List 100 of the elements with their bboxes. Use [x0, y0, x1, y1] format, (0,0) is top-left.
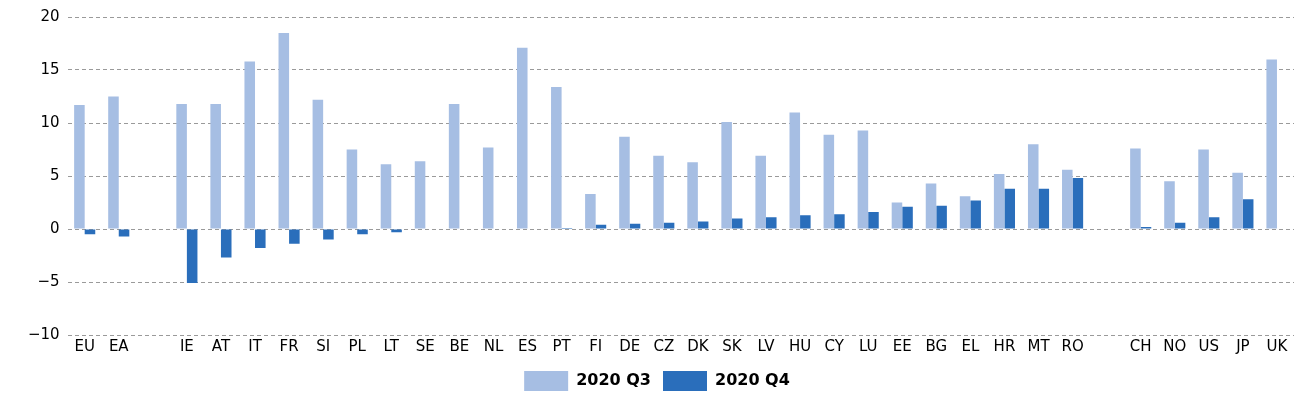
y-tick-label: 10	[40, 112, 60, 131]
x-tick-label: UK	[1266, 336, 1289, 355]
x-tick-label: BG	[925, 336, 948, 355]
bar	[278, 32, 290, 229]
x-tick-label: FR	[279, 336, 299, 355]
bar	[1242, 199, 1254, 229]
x-tick-label: LT	[383, 336, 400, 355]
bar	[255, 229, 266, 249]
y-tick-label: 0	[50, 218, 60, 237]
bar	[482, 147, 494, 229]
x-tick-label: IT	[248, 336, 263, 355]
legend-label: 2020 Q4	[715, 370, 790, 390]
bar	[1164, 181, 1175, 229]
x-tick-label: BE	[449, 336, 470, 355]
bar	[765, 217, 777, 229]
bar	[1130, 148, 1141, 229]
bar	[1266, 59, 1277, 229]
bar	[1062, 169, 1073, 229]
bar	[834, 214, 845, 229]
y-tick-label: 5	[50, 165, 60, 184]
bar	[857, 130, 869, 229]
bar	[108, 96, 119, 229]
bar	[731, 218, 743, 229]
x-tick-label: SE	[415, 336, 435, 355]
bar	[902, 206, 913, 229]
bar	[1208, 217, 1220, 229]
bar	[697, 221, 709, 229]
bar	[663, 222, 675, 229]
bar	[380, 164, 392, 229]
bar	[959, 196, 971, 229]
x-tick-label: LU	[858, 336, 878, 355]
bar	[993, 173, 1005, 229]
x-tick-label: HR	[993, 336, 1016, 355]
x-tick-label: SI	[316, 336, 331, 355]
y-tick-label: −5	[37, 271, 60, 290]
bar	[1198, 149, 1209, 229]
bar	[936, 205, 947, 229]
x-tick-label: AT	[211, 336, 231, 355]
bar	[823, 134, 835, 229]
bar	[74, 104, 85, 229]
x-tick-label: SK	[722, 336, 743, 355]
y-tick-label: 20	[40, 6, 60, 25]
bar	[312, 99, 324, 229]
bar	[925, 183, 937, 229]
bar	[868, 212, 879, 229]
bar	[800, 215, 811, 229]
bar	[585, 194, 596, 229]
bar	[721, 121, 732, 229]
bar	[448, 103, 460, 229]
x-tick-label: JP	[1235, 336, 1250, 355]
bar	[595, 224, 607, 229]
x-tick-label: EE	[892, 336, 912, 355]
bar	[414, 161, 426, 229]
bar	[516, 47, 528, 229]
x-tick-label: NO	[1163, 336, 1187, 355]
bar	[629, 223, 641, 229]
x-tick-label: IE	[179, 336, 194, 355]
x-tick-label: EA	[108, 336, 130, 355]
x-tick-label: PT	[552, 336, 572, 355]
bar	[176, 103, 187, 229]
bar	[346, 149, 358, 229]
y-tick-label: 15	[40, 59, 60, 78]
bar	[244, 61, 256, 229]
bar	[970, 200, 981, 229]
bar	[687, 162, 698, 229]
y-tick-label: −10	[28, 324, 60, 343]
bar	[551, 86, 562, 229]
x-tick-label: HU	[788, 336, 812, 355]
bar	[789, 112, 801, 229]
bar	[891, 202, 903, 229]
bar	[323, 229, 334, 240]
x-tick-label: EU	[74, 336, 95, 355]
bar	[210, 103, 221, 229]
bar	[220, 229, 232, 258]
bar	[619, 136, 630, 229]
x-tick-label: US	[1198, 336, 1220, 355]
x-tick-label: CH	[1129, 336, 1152, 355]
x-tick-label: LV	[757, 336, 776, 355]
x-tick-label: DE	[619, 336, 641, 355]
bar	[289, 229, 300, 244]
bar	[653, 155, 664, 229]
bar	[1174, 222, 1186, 229]
x-tick-label: DK	[687, 336, 710, 355]
legend-label: 2020 Q3	[576, 370, 652, 390]
x-tick-label: RO	[1061, 336, 1084, 355]
bar	[755, 155, 766, 229]
bar	[1004, 188, 1016, 229]
bar	[1232, 172, 1243, 229]
x-tick-label: CZ	[653, 336, 675, 355]
x-tick-label: NL	[483, 336, 504, 355]
x-tick-label: PL	[348, 336, 367, 355]
bar	[1038, 188, 1050, 229]
x-tick-label: MT	[1027, 336, 1051, 355]
x-tick-label: EL	[961, 336, 980, 355]
bar	[186, 229, 198, 284]
bar	[1072, 178, 1084, 229]
x-tick-label: FI	[589, 336, 603, 355]
bar	[1027, 144, 1039, 229]
x-tick-label: CY	[824, 336, 845, 355]
x-tick-label: ES	[518, 336, 538, 355]
